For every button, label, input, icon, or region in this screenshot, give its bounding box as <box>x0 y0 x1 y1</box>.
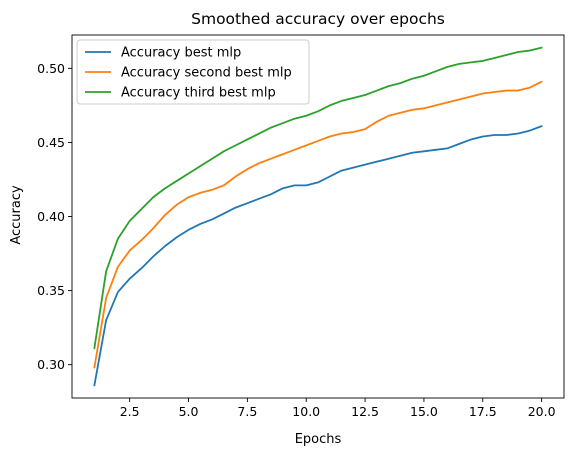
legend-label-3: Accuracy third best mlp <box>121 86 276 101</box>
x-tick-label: 17.5 <box>469 404 497 419</box>
x-tick-label: 7.5 <box>237 404 257 419</box>
legend-box <box>76 39 310 105</box>
legend-label-2: Accuracy second best mlp <box>121 66 292 81</box>
series-line-1 <box>93 125 543 387</box>
series-line-3 <box>93 46 543 350</box>
x-tick-label: 2.5 <box>120 404 140 419</box>
series-line-2 <box>93 80 543 369</box>
y-tick-label: 0.45 <box>37 135 65 150</box>
x-tick-label: 12.5 <box>351 404 379 419</box>
x-axis-label: Epochs <box>295 432 342 447</box>
x-tick-label: 20.0 <box>528 404 556 419</box>
chart-title: Smoothed accuracy over epochs <box>191 10 445 28</box>
y-axis-label: Accuracy <box>9 185 24 245</box>
y-tick-label: 0.30 <box>37 357 65 372</box>
legend-label-1: Accuracy best mlp <box>121 46 241 61</box>
y-tick-label: 0.50 <box>37 61 65 76</box>
x-tick-label: 5.0 <box>179 404 199 419</box>
legend: Accuracy best mlp Accuracy second best ml… <box>76 39 310 105</box>
x-tick-label: 10.0 <box>292 404 320 419</box>
plot-area: 2.5 5.0 7.5 10.0 12.5 15.0 17.5 20.0 0.30 0.35 0.4… <box>37 34 565 419</box>
y-tick-label: 0.40 <box>37 209 65 224</box>
x-tick-label: 15.0 <box>410 404 438 419</box>
y-tick-label: 0.35 <box>37 283 65 298</box>
